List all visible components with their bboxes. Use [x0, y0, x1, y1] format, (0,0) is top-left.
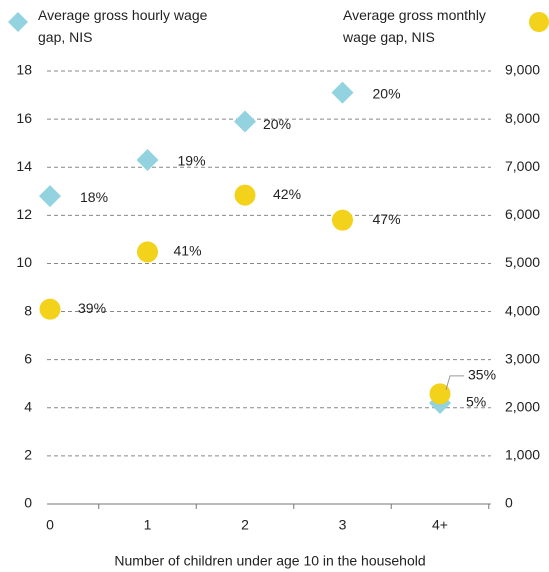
- point-label: 18%: [80, 189, 108, 205]
- y2-tick-label: 0: [505, 495, 513, 511]
- circle-marker: [234, 184, 256, 206]
- point-label: 47%: [373, 211, 401, 227]
- y-tick-label: 18: [16, 62, 32, 78]
- circle-marker: [429, 383, 451, 405]
- diamond-marker: [234, 110, 256, 133]
- y2-tick-label: 5,000: [505, 254, 540, 270]
- legend-label: Average gross monthly wage gap, NIS: [343, 7, 486, 45]
- legend-label: Average gross hourly wage gap, NIS: [38, 7, 208, 45]
- leader-line: [445, 375, 464, 390]
- y2-tick-label: 4,000: [505, 302, 540, 318]
- y2-tick-label: 3,000: [505, 350, 540, 366]
- legend-marker: [529, 12, 549, 32]
- y-tick-label: 4: [24, 398, 32, 414]
- point-label: 20%: [263, 116, 291, 132]
- y-tick-label: 6: [24, 350, 32, 366]
- circle-marker: [39, 298, 61, 320]
- y2-tick-label: 6,000: [505, 206, 540, 222]
- point-label: 39%: [78, 300, 106, 316]
- point-label: 19%: [178, 153, 206, 169]
- y-tick-label: 12: [16, 206, 32, 222]
- y2-tick-label: 8,000: [505, 110, 540, 126]
- point-label: 20%: [373, 85, 401, 101]
- x-tick-label: 2: [241, 517, 249, 533]
- y2-tick-label: 9,000: [505, 62, 540, 78]
- point-label: 5%: [466, 394, 486, 410]
- y-tick-label: 0: [24, 495, 32, 511]
- y2-tick-label: 7,000: [505, 158, 540, 174]
- x-tick-label: 4+: [432, 517, 448, 533]
- legend-marker: [8, 12, 28, 32]
- y-tick-label: 16: [16, 110, 32, 126]
- point-label: 41%: [174, 243, 202, 259]
- y-tick-label: 10: [16, 254, 32, 270]
- diamond-marker: [136, 149, 159, 172]
- y-tick-label: 14: [16, 158, 32, 174]
- circle-marker: [137, 241, 158, 263]
- x-tick-label: 0: [46, 517, 54, 533]
- diamond-marker: [331, 81, 354, 104]
- circle-marker: [332, 209, 353, 231]
- x-axis-title: Number of children under age 10 in the h…: [114, 553, 425, 569]
- point-label: 35%: [468, 367, 496, 383]
- y-tick-label: 2: [24, 447, 32, 463]
- x-tick-label: 3: [339, 517, 347, 533]
- x-tick-label: 1: [144, 517, 152, 533]
- y2-tick-label: 2,000: [505, 398, 540, 414]
- y2-tick-label: 1,000: [505, 447, 540, 463]
- diamond-marker: [39, 185, 61, 208]
- y-tick-label: 8: [24, 302, 32, 318]
- point-label: 42%: [273, 186, 301, 202]
